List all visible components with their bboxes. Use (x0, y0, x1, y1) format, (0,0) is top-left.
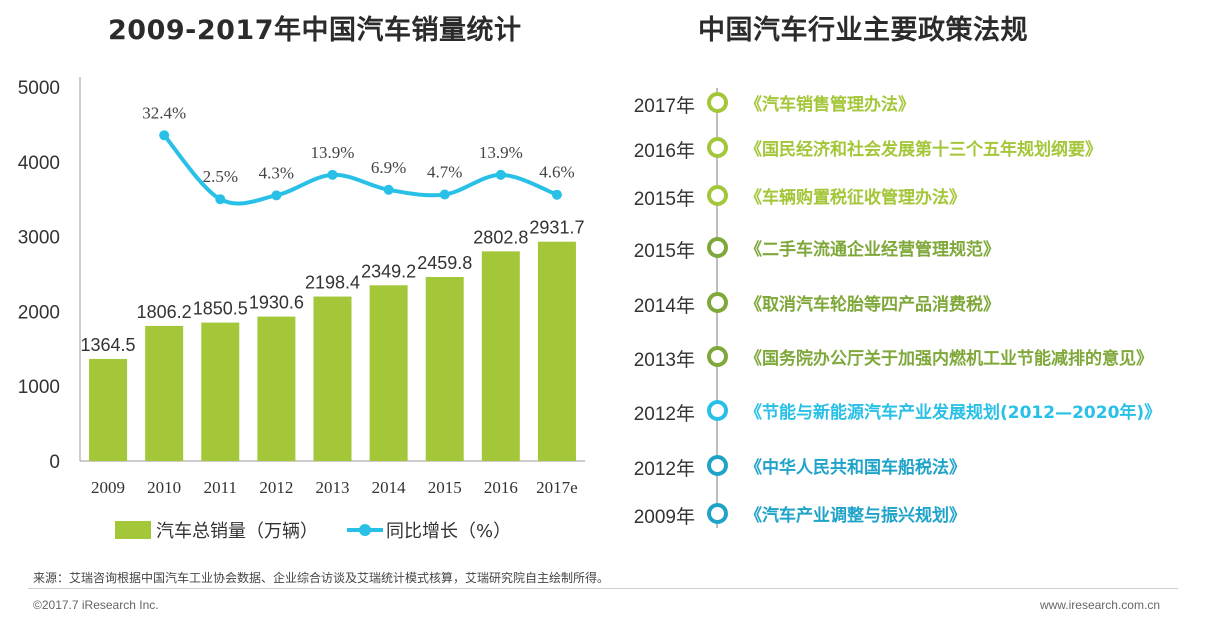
policy-year: 2015年 (633, 241, 695, 262)
x-tick-label: 2013 (316, 478, 350, 497)
x-tick-label: 2012 (259, 478, 293, 497)
policy-year: 2012年 (633, 404, 695, 425)
timeline-dot (707, 237, 728, 258)
growth-label: 6.9% (371, 158, 406, 177)
chart-title: 2009-2017年中国汽车销量统计 (108, 15, 522, 46)
growth-label: 4.3% (259, 163, 294, 182)
policy-year: 2017年 (633, 96, 695, 117)
policy-title-text: 《二手车流通企业经营管理规范》 (745, 240, 1000, 260)
footer-divider (28, 588, 1178, 589)
sales-bar-label: 2802.8 (473, 227, 528, 247)
policy-title-text: 《取消汽车轮胎等四产品消费税》 (745, 295, 1000, 315)
policy-item: 2009年 《汽车产业调整与振兴规划》 (600, 498, 1207, 528)
growth-label: 13.9% (479, 143, 523, 162)
growth-label: 4.7% (427, 162, 462, 181)
legend-line-marker (359, 524, 371, 536)
sales-chart: 0 1000 2000 3000 4000 5000 1364.5 2009 1806.2 201… (18, 77, 585, 542)
sales-bar-label: 1806.2 (137, 302, 192, 322)
growth-point (327, 169, 338, 180)
x-tick-label: 2016 (484, 478, 518, 497)
growth-point (215, 194, 226, 205)
legend-line-label: 同比增长（%） (386, 521, 511, 542)
timeline-dot (707, 400, 728, 421)
timeline-line (716, 88, 718, 528)
growth-point (495, 169, 506, 180)
sales-bar-label: 1364.5 (81, 335, 136, 355)
policy-item: 2017年 《汽车销售管理办法》 (600, 87, 1207, 117)
growth-label: 32.4% (142, 103, 186, 122)
policy-title-text: 《节能与新能源汽车产业发展规划(2012—2020年)》 (745, 403, 1162, 423)
timeline-dot (707, 137, 728, 158)
x-tick-label: 2011 (204, 478, 237, 497)
policy-year: 2009年 (633, 507, 695, 528)
growth-label: 13.9% (311, 143, 355, 162)
policy-item: 2013年 《国务院办公厅关于加强内燃机工业节能减排的意见》 (600, 341, 1207, 371)
growth-point (551, 189, 562, 200)
policy-year: 2015年 (633, 189, 695, 210)
timeline-dot (707, 503, 728, 524)
source-note: 来源：艾瑞咨询根据中国汽车工业协会数据、企业综合访谈及艾瑞统计模式核算，艾瑞研究… (33, 571, 610, 585)
timeline-dot (707, 92, 728, 113)
policy-title-text: 《国民经济和社会发展第十三个五年规划纲要》 (745, 140, 1102, 160)
sales-bar-label: 2459.8 (417, 253, 472, 273)
website: www.iresearch.com.cn (1039, 598, 1160, 612)
sales-bar (537, 241, 576, 461)
sales-bar (369, 285, 408, 461)
copyright: ©2017.7 iResearch Inc. (33, 598, 159, 612)
sales-bar-label: 1850.5 (193, 299, 248, 319)
y-tick-label: 2000 (18, 302, 60, 323)
y-tick-label: 4000 (18, 153, 60, 174)
sales-bar (313, 296, 352, 461)
sales-bar (145, 325, 184, 461)
sales-bar-label: 2931.7 (529, 218, 584, 238)
x-tick-label: 2009 (91, 478, 125, 497)
policy-title: 中国汽车行业主要政策法规 (698, 15, 1028, 46)
policy-year: 2014年 (633, 296, 695, 317)
timeline-dot (707, 346, 728, 367)
policy-item: 2016年 《国民经济和社会发展第十三个五年规划纲要》 (600, 132, 1207, 162)
sales-bar (89, 358, 128, 461)
x-tick-label: 2015 (428, 478, 462, 497)
policy-year: 2016年 (633, 141, 695, 162)
legend-bar-swatch (115, 521, 151, 539)
policy-title-text: 《汽车销售管理办法》 (745, 95, 915, 115)
policy-item: 2012年 《中华人民共和国车船税法》 (600, 450, 1207, 480)
policy-year: 2012年 (633, 459, 695, 480)
y-tick-label: 3000 (18, 228, 60, 249)
sales-bar-label: 2198.4 (305, 273, 360, 293)
sales-bar-label: 1930.6 (249, 293, 304, 313)
legend-bar-label: 汽车总销量（万辆） (156, 521, 318, 542)
growth-point (271, 190, 282, 201)
growth-label: 2.5% (203, 167, 238, 186)
growth-label: 4.6% (539, 163, 574, 182)
policy-item: 2014年 《取消汽车轮胎等四产品消费税》 (600, 287, 1207, 317)
timeline-dot (707, 185, 728, 206)
x-tick-label: 2014 (372, 478, 407, 497)
y-tick-label: 0 (49, 452, 60, 473)
policy-year: 2013年 (633, 350, 695, 371)
policy-item: 2012年 《节能与新能源汽车产业发展规划(2012—2020年)》 (600, 395, 1207, 425)
sales-bar (425, 277, 464, 461)
growth-point (439, 189, 450, 200)
policy-title-text: 《车辆购置税征收管理办法》 (745, 188, 966, 208)
growth-point (159, 130, 170, 141)
timeline-dot (707, 292, 728, 313)
sales-bar-label: 2349.2 (361, 261, 416, 281)
timeline-dot (707, 455, 728, 476)
sales-bar (201, 322, 240, 461)
y-tick-label: 5000 (18, 78, 60, 99)
sales-bar (481, 251, 520, 461)
x-tick-label: 2017e (536, 478, 578, 497)
policy-item: 2015年 《二手车流通企业经营管理规范》 (600, 232, 1207, 262)
policy-item: 2015年 《车辆购置税征收管理办法》 (600, 180, 1207, 210)
policy-title-text: 《国务院办公厅关于加强内燃机工业节能减排的意见》 (745, 349, 1153, 369)
policy-title-text: 《汽车产业调整与振兴规划》 (745, 506, 966, 526)
policy-title-text: 《中华人民共和国车船税法》 (745, 458, 966, 478)
sales-bar (257, 316, 296, 461)
y-tick-label: 1000 (18, 377, 60, 398)
growth-point (383, 184, 394, 195)
x-tick-label: 2010 (147, 478, 181, 497)
